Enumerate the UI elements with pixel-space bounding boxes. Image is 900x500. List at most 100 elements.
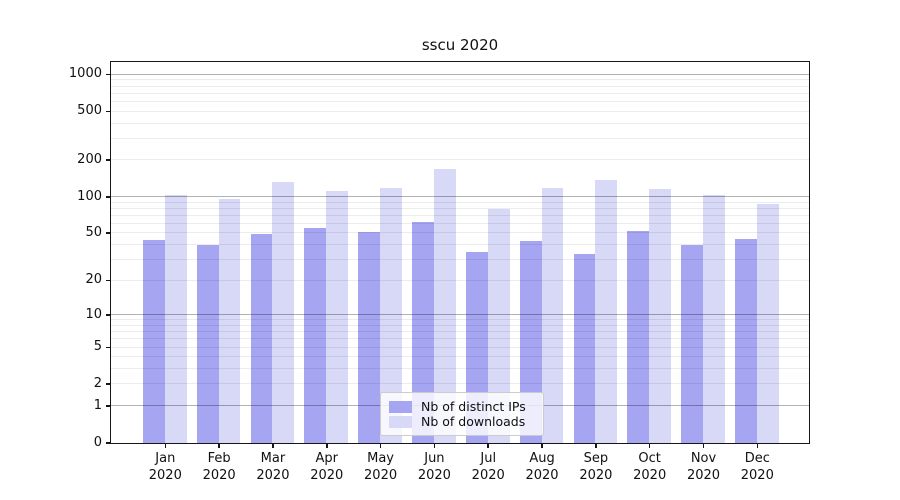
x-tick-mark bbox=[756, 444, 759, 448]
x-tick-mark bbox=[541, 444, 543, 448]
x-tick-month: Dec bbox=[744, 451, 770, 466]
x-tick-year: 2020 bbox=[310, 468, 344, 483]
y-tick-mark bbox=[105, 159, 110, 161]
bar-jan-downloads bbox=[164, 194, 187, 443]
y-tick-label: 2 bbox=[93, 375, 102, 391]
bar-feb-distinct-ips bbox=[196, 245, 219, 443]
bar-may-downloads bbox=[380, 188, 402, 443]
y-tick-label: 1000 bbox=[68, 66, 102, 82]
x-tick-month: Jun bbox=[424, 451, 445, 466]
x-tick-mark bbox=[433, 444, 436, 448]
x-tick-year: 2020 bbox=[202, 468, 236, 483]
y-tick-mark bbox=[105, 73, 110, 76]
y-tick-label: 0 bbox=[93, 434, 102, 450]
bar-sep-downloads bbox=[595, 180, 618, 443]
y-tick-label: 50 bbox=[85, 224, 102, 240]
y-tick-mark bbox=[105, 279, 110, 282]
x-tick-month: Apr bbox=[315, 451, 339, 466]
x-tick-month: Jan bbox=[155, 451, 176, 466]
x-tick-mark bbox=[164, 444, 167, 448]
x-tick-label: Jun 2020 bbox=[404, 450, 464, 484]
y-tick-mark bbox=[105, 314, 110, 316]
legend-swatch-distinct-ips bbox=[389, 400, 412, 413]
bar-jun-downloads bbox=[433, 169, 456, 443]
x-tick-mark bbox=[648, 444, 651, 448]
x-tick-month: Sep bbox=[583, 451, 609, 466]
x-tick-label: Jul 2020 bbox=[458, 450, 518, 484]
x-tick-month: Nov bbox=[690, 451, 717, 466]
x-tick-month: Jul bbox=[480, 451, 497, 466]
y-tick-label: 5 bbox=[93, 339, 102, 355]
x-tick-label: Mar 2020 bbox=[243, 450, 303, 484]
x-tick-year: 2020 bbox=[256, 468, 290, 483]
bar-apr-distinct-ips bbox=[304, 227, 327, 443]
x-tick-mark bbox=[487, 444, 489, 448]
x-tick-mark bbox=[379, 444, 382, 448]
bar-jul-downloads bbox=[487, 208, 510, 443]
x-tick-mark bbox=[595, 444, 597, 448]
x-tick-month: Aug bbox=[529, 451, 555, 466]
x-tick-year: 2020 bbox=[686, 468, 721, 483]
bar-may-distinct-ips bbox=[358, 232, 381, 443]
y-tick-mark bbox=[105, 232, 110, 234]
x-tick-label: Aug 2020 bbox=[512, 450, 572, 484]
y-tick-mark bbox=[105, 383, 110, 385]
bar-dec-distinct-ips bbox=[735, 239, 757, 443]
x-tick-label: Apr 2020 bbox=[297, 450, 357, 484]
bar-mar-distinct-ips bbox=[250, 233, 273, 443]
x-tick-label: Sep 2020 bbox=[566, 450, 626, 484]
x-tick-month: May bbox=[367, 451, 395, 466]
legend-item-downloads: Nb of downloads bbox=[389, 414, 535, 429]
bar-sep-distinct-ips bbox=[573, 253, 596, 443]
legend-label-downloads: Nb of downloads bbox=[421, 414, 526, 429]
y-tick-label: 1 bbox=[93, 397, 102, 413]
x-tick-label: May 2020 bbox=[351, 450, 411, 484]
y-tick-mark bbox=[105, 196, 110, 198]
x-tick-month: Mar bbox=[260, 451, 286, 466]
x-tick-mark bbox=[702, 444, 705, 448]
bar-aug-downloads bbox=[541, 188, 564, 443]
x-tick-mark bbox=[272, 444, 274, 448]
y-tick-mark bbox=[105, 405, 110, 407]
bar-oct-distinct-ips bbox=[627, 231, 650, 443]
bar-apr-downloads bbox=[326, 191, 349, 443]
x-tick-label: Nov 2020 bbox=[674, 450, 734, 484]
x-tick-year: 2020 bbox=[633, 468, 667, 483]
y-tick-label: 100 bbox=[77, 188, 102, 204]
plot-area bbox=[110, 61, 810, 444]
x-tick-year: 2020 bbox=[417, 468, 451, 483]
bar-jan-distinct-ips bbox=[143, 240, 165, 443]
bar-feb-downloads bbox=[218, 199, 241, 443]
y-tick-mark bbox=[105, 110, 110, 113]
bar-nov-downloads bbox=[703, 195, 725, 443]
y-tick-mark bbox=[105, 442, 110, 444]
bar-nov-distinct-ips bbox=[681, 245, 703, 443]
bars-layer bbox=[111, 62, 809, 443]
x-tick-label: Dec 2020 bbox=[727, 450, 787, 484]
y-tick-label: 200 bbox=[77, 151, 102, 167]
x-tick-month: Feb bbox=[207, 451, 231, 466]
legend-item-distinct-ips: Nb of distinct IPs bbox=[389, 399, 535, 414]
y-tick-label: 20 bbox=[85, 272, 102, 288]
legend-label-distinct-ips: Nb of distinct IPs bbox=[421, 399, 526, 414]
legend-swatch-downloads bbox=[389, 415, 412, 428]
y-tick-label: 500 bbox=[77, 103, 102, 119]
x-tick-year: 2020 bbox=[579, 468, 613, 483]
x-tick-year: 2020 bbox=[525, 468, 559, 483]
x-tick-mark bbox=[218, 444, 220, 448]
legend: Nb of distinct IPs Nb of downloads bbox=[380, 392, 544, 436]
bar-mar-downloads bbox=[272, 182, 295, 443]
x-tick-month: Oct bbox=[638, 451, 661, 466]
x-tick-label: Jan 2020 bbox=[135, 450, 195, 484]
x-tick-year: 2020 bbox=[740, 468, 774, 483]
y-tick-label: 10 bbox=[85, 306, 102, 322]
bar-jun-distinct-ips bbox=[412, 222, 434, 443]
x-tick-year: 2020 bbox=[148, 468, 182, 483]
x-tick-label: Feb 2020 bbox=[189, 450, 249, 484]
bar-oct-downloads bbox=[649, 188, 671, 443]
chart-title: sscu 2020 bbox=[421, 36, 499, 54]
y-tick-mark bbox=[105, 346, 110, 349]
x-tick-year: 2020 bbox=[364, 468, 398, 483]
x-tick-mark bbox=[326, 444, 328, 448]
